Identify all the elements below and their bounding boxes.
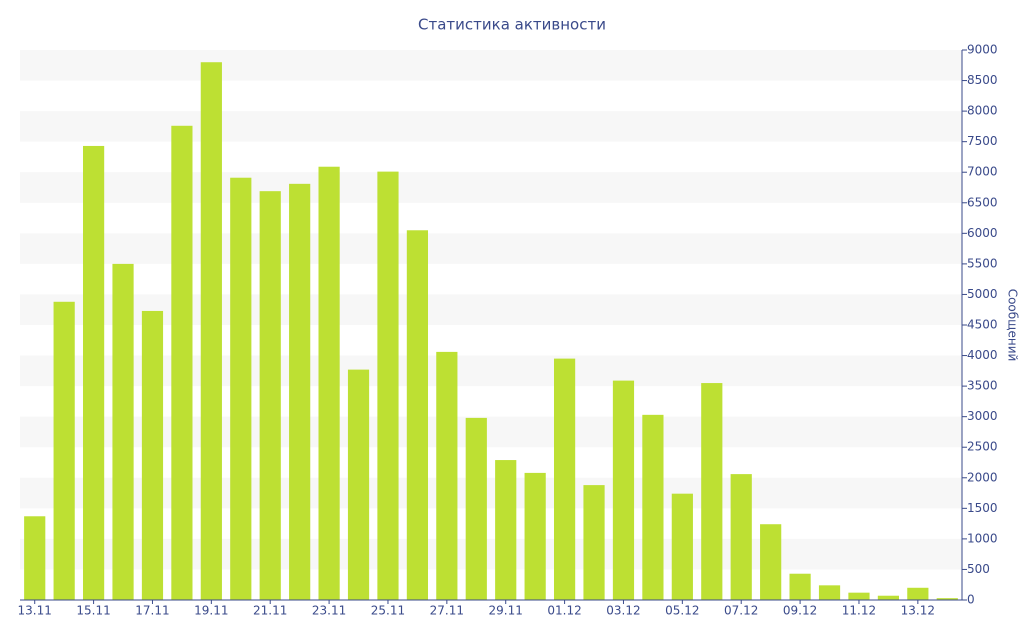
y-tick-label: 500	[967, 562, 990, 576]
bar	[936, 598, 958, 600]
bar	[230, 177, 252, 600]
x-tick-label: 07.12	[724, 604, 758, 618]
bar	[171, 125, 193, 601]
y-tick-label: 4000	[967, 348, 998, 362]
bar	[465, 417, 487, 600]
y-tick-label: 2500	[967, 440, 998, 454]
bar	[848, 592, 870, 600]
bar	[347, 369, 370, 600]
bar	[612, 380, 635, 600]
y-axis-label: Сообщений	[1006, 289, 1020, 362]
chart-title: Статистика активности	[418, 16, 606, 34]
y-tick-label: 9000	[967, 43, 998, 57]
y-tick-label: 2000	[967, 470, 998, 484]
y-tick-label: 7000	[967, 165, 998, 179]
grid-band	[20, 172, 962, 203]
bar	[701, 383, 723, 600]
y-tick-label: 3000	[967, 409, 998, 423]
bar	[259, 191, 281, 600]
grid-band	[20, 233, 962, 264]
bar	[730, 474, 752, 600]
y-tick-label: 3500	[967, 379, 998, 393]
y-tick-label: 1000	[967, 531, 998, 545]
x-tick-label: 03.12	[606, 604, 640, 618]
bar	[200, 62, 222, 600]
y-tick-label: 7500	[967, 134, 998, 148]
x-tick-label: 11.12	[842, 604, 876, 618]
bar	[907, 587, 929, 600]
bar	[141, 310, 164, 600]
x-tick-label: 15.11	[76, 604, 110, 618]
x-tick-label: 17.11	[135, 604, 169, 618]
x-tick-label: 13.11	[18, 604, 52, 618]
x-tick-label: 19.11	[194, 604, 228, 618]
x-tick-label: 09.12	[783, 604, 817, 618]
x-tick-label: 13.12	[901, 604, 935, 618]
x-tick-label: 23.11	[312, 604, 346, 618]
bar	[318, 166, 340, 600]
y-tick-label: 6500	[967, 195, 998, 209]
x-tick-label: 25.11	[371, 604, 405, 618]
bar	[82, 145, 105, 600]
y-tick-label: 0	[967, 593, 975, 607]
bar	[671, 493, 693, 600]
x-tick-label: 21.11	[253, 604, 287, 618]
bar	[818, 585, 841, 600]
y-tick-label: 6000	[967, 226, 998, 240]
bar	[289, 183, 311, 601]
x-tick-label: 01.12	[547, 604, 581, 618]
bar	[24, 516, 46, 600]
y-tick-label: 4500	[967, 318, 998, 332]
bar	[377, 171, 399, 600]
y-tick-label: 8500	[967, 73, 998, 87]
x-tick-label: 29.11	[489, 604, 523, 618]
grid-band	[20, 50, 962, 81]
y-tick-label: 5000	[967, 287, 998, 301]
bar	[112, 263, 134, 600]
grid-band	[20, 111, 962, 142]
y-tick-label: 8000	[967, 104, 998, 118]
x-tick-label: 27.11	[430, 604, 464, 618]
bar	[760, 524, 782, 600]
bar	[642, 414, 664, 600]
bar	[53, 301, 75, 600]
bar	[406, 230, 429, 600]
bar	[436, 351, 458, 600]
bar	[583, 485, 605, 600]
y-tick-label: 1500	[967, 501, 998, 515]
bar	[495, 460, 517, 600]
bar	[789, 573, 811, 600]
y-tick-label: 5500	[967, 256, 998, 270]
bar	[553, 358, 576, 600]
bar	[524, 472, 546, 600]
bar	[877, 595, 900, 600]
x-tick-label: 05.12	[665, 604, 699, 618]
